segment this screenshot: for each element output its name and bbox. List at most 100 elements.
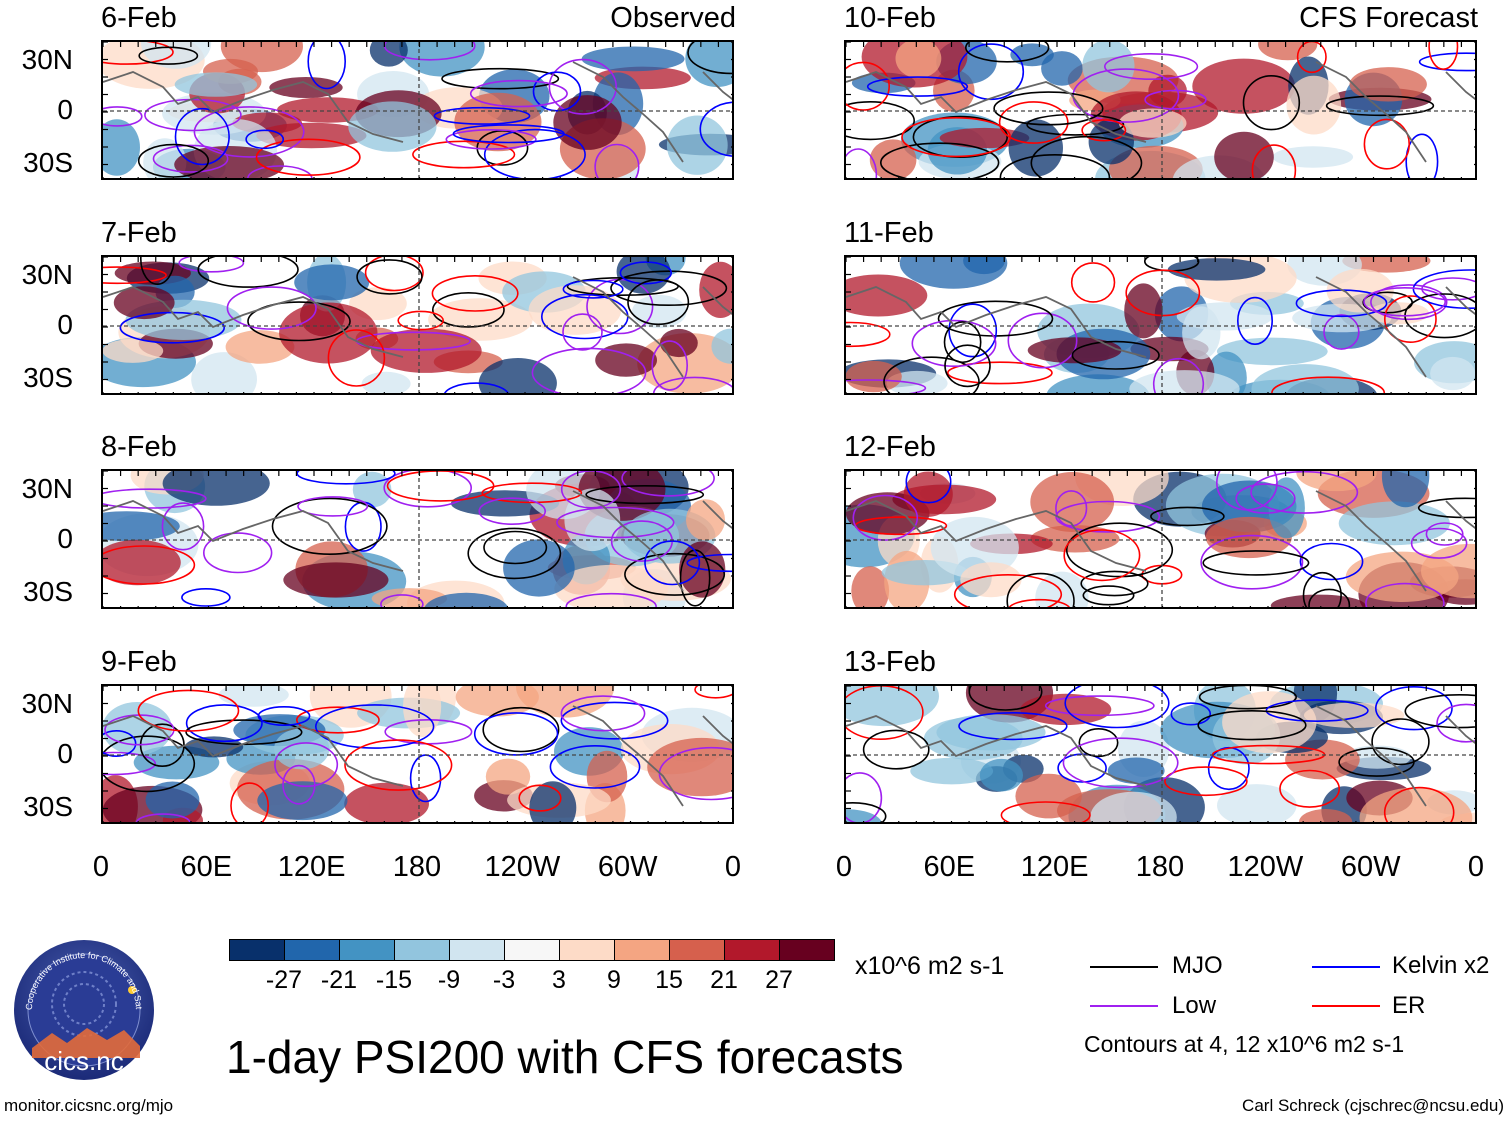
wave-contours (103, 686, 732, 822)
legend-line-kelvin (1312, 966, 1380, 968)
lat-label: 30S (23, 362, 73, 393)
wave-contours (846, 257, 1475, 393)
observed-lon-label: 60E (180, 851, 233, 883)
forecast-panel-1 (844, 40, 1477, 180)
lat-label: 30S (23, 576, 73, 607)
lat-label: 0 (57, 523, 73, 554)
coastlines (103, 61, 732, 163)
footer-url[interactable]: monitor.cicsnc.org/mjo (4, 1096, 174, 1115)
lat-label: 30N (21, 473, 73, 504)
observed-date-label: 6-Feb (101, 2, 177, 34)
forecast-lon-label: 0 (835, 851, 853, 883)
colorbar-tick-label: -9 (437, 966, 461, 994)
observed-date-label: 9-Feb (101, 646, 177, 678)
legend-line-low (1090, 1005, 1158, 1007)
contours-note: Contours at 4, 12 x10^6 m2 s-1 (1084, 1031, 1405, 1057)
legend-line-er (1312, 1005, 1380, 1007)
colorbar-swatch (394, 939, 450, 961)
observed-lon-label: 120W (484, 851, 561, 883)
observed-lon-label: 0 (724, 851, 742, 883)
forecast-header: CFS Forecast (1299, 2, 1478, 34)
wave-contours (846, 686, 1475, 822)
colorbar-tick-label: -27 (265, 966, 303, 994)
legend-label-mjo: MJO (1172, 952, 1223, 979)
colorbar-tick-label: 27 (765, 966, 793, 994)
panel-ticks (846, 257, 1475, 393)
colorbar-swatch (669, 939, 725, 961)
forecast-date-label: 12-Feb (844, 431, 936, 463)
observed-lon-label: 60W (597, 851, 658, 883)
lat-label: 30S (23, 791, 73, 822)
forecast-lon-label: 180 (1135, 851, 1185, 883)
panel-ticks (103, 686, 732, 822)
panel-ticks (103, 471, 732, 607)
colorbar-swatch (504, 939, 560, 961)
panel-ticks (846, 686, 1475, 822)
lat-label: 0 (57, 738, 73, 769)
colorbar-swatch (559, 939, 615, 961)
panel-ticks (846, 42, 1475, 178)
colorbar-swatch (284, 939, 340, 961)
legend-label-kelvin: Kelvin x2 (1392, 952, 1490, 979)
coastlines (103, 705, 732, 807)
observed-lon-label: 180 (392, 851, 442, 883)
forecast-date-label: 13-Feb (844, 646, 936, 678)
colorbar-swatch (614, 939, 670, 961)
psi-shading (103, 471, 731, 607)
logo-text: cics.nc (44, 1046, 123, 1076)
observed-date-label: 8-Feb (101, 431, 177, 463)
lat-label: 0 (57, 309, 73, 340)
panel-ticks (846, 471, 1475, 607)
observed-panel-2 (101, 255, 734, 395)
figure-title: 1-day PSI200 with CFS forecasts (226, 1031, 904, 1083)
forecast-lon-label: 120W (1227, 851, 1304, 883)
forecast-lon-label: 60W (1340, 851, 1401, 883)
wave-contours (103, 471, 732, 607)
coastlines (846, 276, 1475, 378)
lat-label: 30N (21, 44, 73, 75)
observed-date-label: 7-Feb (101, 217, 177, 249)
colorbar-tick-label: -3 (492, 966, 516, 994)
lat-label: 30N (21, 688, 73, 719)
lat-label: 30S (23, 147, 73, 178)
observed-panel-3 (101, 469, 734, 609)
panel-ticks (103, 42, 732, 178)
colorbar-tick-label: 15 (655, 966, 683, 994)
lat-label: 0 (57, 94, 73, 125)
coastlines (846, 490, 1475, 592)
legend-line-mjo (1090, 966, 1158, 968)
panel-ticks (103, 257, 732, 393)
legend-label-low: Low (1172, 992, 1217, 1019)
forecast-date-label: 11-Feb (844, 217, 934, 249)
legend-label-er: ER (1392, 992, 1426, 1019)
colorbar-tick-label: -15 (375, 966, 413, 994)
cics-logo: Cooperative Institute for Climate and Sa… (9, 930, 157, 1083)
observed-panel-1 (101, 40, 734, 180)
colorbar-swatch (724, 939, 780, 961)
forecast-lon-label: 60E (923, 851, 976, 883)
forecast-lon-label: 120E (1020, 851, 1089, 883)
coastlines (846, 705, 1475, 807)
colorbar-tick-label: 3 (552, 966, 566, 994)
coastlines (846, 61, 1475, 163)
forecast-panel-3 (844, 469, 1477, 609)
forecast-lon-label: 0 (1467, 851, 1485, 883)
lat-label: 30N (21, 259, 73, 290)
colorbar-units: x10^6 m2 s-1 (855, 952, 1005, 980)
colorbar-tick-label: 21 (710, 966, 738, 994)
colorbar-tick-label: -21 (320, 966, 358, 994)
observed-lon-label: 120E (277, 851, 346, 883)
colorbar-swatch (449, 939, 505, 961)
colorbar-swatch (779, 939, 835, 961)
observed-panel-4 (101, 684, 734, 824)
wave-contours (103, 257, 732, 393)
observed-lon-label: 0 (92, 851, 110, 883)
coastlines (103, 276, 732, 378)
forecast-date-label: 10-Feb (844, 2, 936, 34)
wave-contours (852, 471, 1475, 607)
wave-contours (846, 42, 1475, 178)
colorbar-tick-label: 9 (607, 966, 621, 994)
forecast-panel-4 (844, 684, 1477, 824)
forecast-panel-2 (844, 255, 1477, 395)
footer-author: Carl Schreck (cjschrec@ncsu.edu) (1242, 1096, 1504, 1115)
